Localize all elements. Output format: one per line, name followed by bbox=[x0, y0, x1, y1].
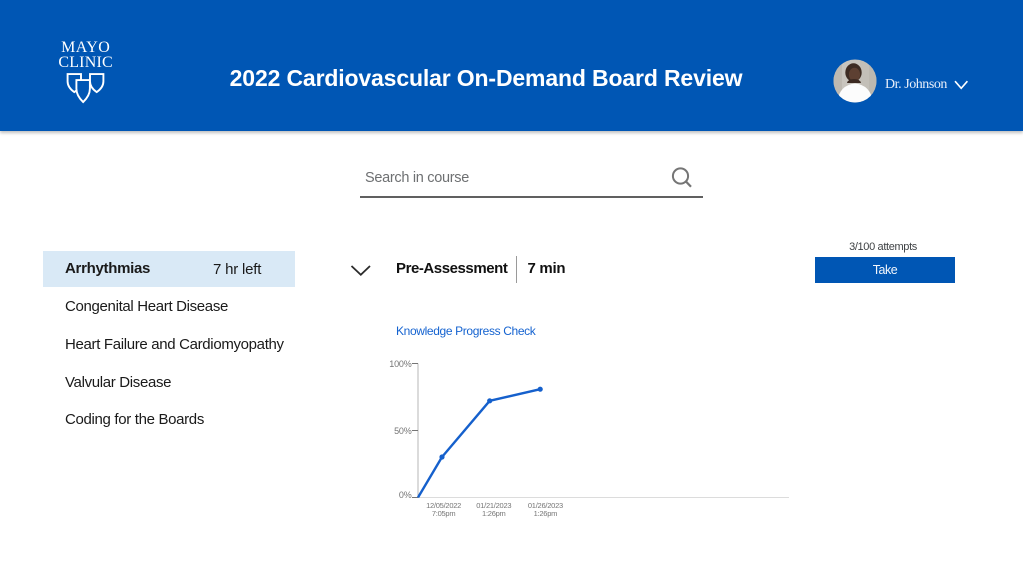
svg-text:1:26pm: 1:26pm bbox=[534, 509, 558, 518]
svg-text:0%: 0% bbox=[399, 490, 412, 500]
svg-text:7:05pm: 7:05pm bbox=[432, 509, 456, 518]
svg-text:100%: 100% bbox=[389, 359, 411, 369]
svg-text:50%: 50% bbox=[394, 426, 412, 436]
svg-text:01/21/2023: 01/21/2023 bbox=[476, 501, 511, 510]
svg-text:1:26pm: 1:26pm bbox=[482, 509, 506, 518]
svg-text:12/05/2022: 12/05/2022 bbox=[426, 501, 461, 510]
svg-text:01/26/2023: 01/26/2023 bbox=[528, 501, 563, 510]
